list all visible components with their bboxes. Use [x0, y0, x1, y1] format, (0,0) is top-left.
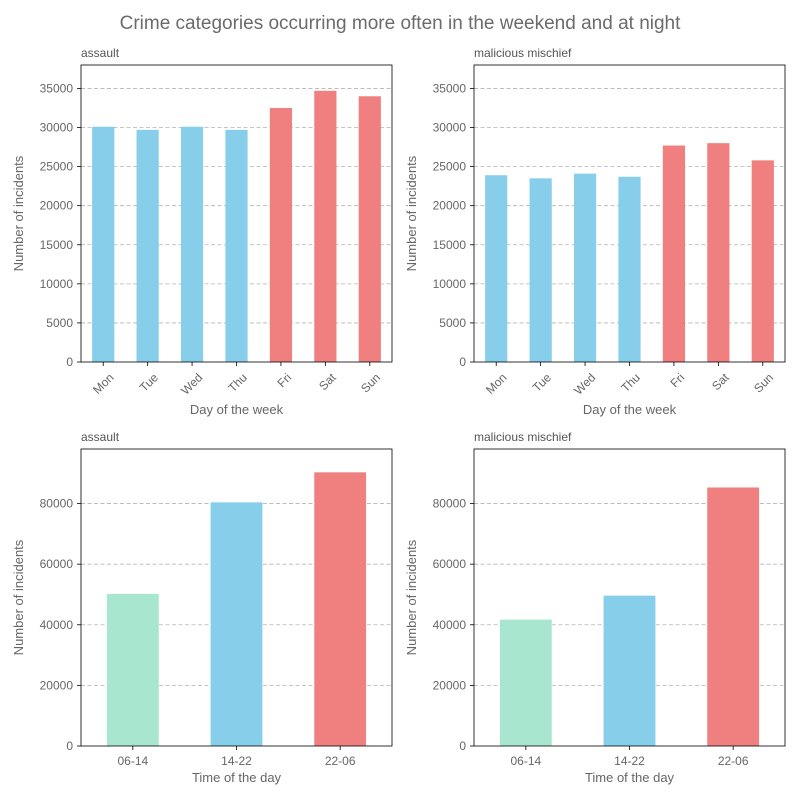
chart-panel-0: 0 5000 10000 15000 20000 25000 30000 35000 Mon Tu…: [11, 46, 393, 417]
x-axis-label: Day of the week: [190, 402, 284, 417]
y-tick-label: 25000: [433, 160, 467, 174]
x-tick-label: Wed: [571, 370, 598, 397]
y-tick-label: 10000: [433, 277, 467, 291]
bar-thu: [225, 129, 248, 362]
bar-wed: [180, 126, 204, 362]
x-tick-label: Thu: [225, 370, 250, 395]
bar-sat: [314, 90, 337, 362]
x-tick-label: 14-22: [221, 754, 252, 768]
bar-22-06: [314, 472, 367, 746]
bar-06-14: [499, 619, 552, 746]
y-tick-label: 15000: [433, 238, 467, 252]
y-tick-label: 40000: [40, 618, 74, 632]
x-tick-label: Sat: [316, 370, 339, 393]
y-tick-label: 20000: [40, 199, 74, 213]
bar-sat: [707, 143, 730, 362]
y-tick-label: 40000: [433, 618, 467, 632]
y-axis-label: Number of incidents: [404, 155, 419, 271]
y-tick-label: 80000: [433, 497, 467, 511]
y-axis-label: Number of incidents: [11, 539, 26, 655]
chart-panel-2: 0 20000 40000 60000 80000 06-14 14-22 22-06 assa…: [11, 430, 393, 785]
bar-mon: [92, 126, 115, 362]
x-axis-label: Time of the day: [585, 770, 675, 785]
x-tick-label: 14-22: [614, 754, 645, 768]
x-tick-label: Sat: [709, 370, 732, 393]
y-tick-label: 0: [66, 355, 73, 369]
x-tick-label: Mon: [90, 370, 116, 396]
bar-thu: [618, 176, 641, 362]
x-tick-label: 22-06: [325, 754, 356, 768]
chart-panels: 0 5000 10000 15000 20000 25000 30000 35000 Mon Tu…: [11, 46, 786, 785]
bar-mon: [485, 175, 508, 362]
x-tick-label: Fri: [667, 370, 687, 390]
bar-14-22: [603, 595, 656, 746]
bar-fri: [662, 145, 686, 362]
y-tick-label: 20000: [40, 678, 74, 692]
y-tick-label: 15000: [40, 238, 74, 252]
y-axis-label: Number of incidents: [404, 539, 419, 655]
y-tick-label: 5000: [46, 316, 73, 330]
y-axis-label: Number of incidents: [11, 155, 26, 271]
bar-tue: [529, 178, 552, 362]
y-tick-label: 10000: [40, 277, 74, 291]
y-tick-label: 35000: [40, 81, 74, 95]
y-tick-label: 25000: [40, 160, 74, 174]
y-tick-label: 5000: [439, 316, 466, 330]
x-axis-label: Day of the week: [583, 402, 677, 417]
y-tick-label: 30000: [433, 121, 467, 135]
y-tick-label: 0: [66, 739, 73, 753]
x-tick-label: Mon: [483, 370, 509, 396]
y-tick-label: 60000: [40, 557, 74, 571]
y-tick-label: 0: [459, 739, 466, 753]
chart-panel-3: 0 20000 40000 60000 80000 06-14 14-22 22-06 mali…: [404, 430, 786, 785]
bar-06-14: [106, 593, 159, 746]
panel-title: assault: [81, 46, 120, 60]
y-tick-label: 80000: [40, 497, 74, 511]
bar-sun: [751, 160, 774, 362]
y-tick-label: 20000: [433, 678, 467, 692]
y-tick-label: 35000: [433, 81, 467, 95]
bar-wed: [573, 173, 597, 362]
bar-22-06: [707, 487, 760, 746]
x-axis-label: Time of the day: [192, 770, 282, 785]
panel-title: malicious mischief: [474, 46, 572, 60]
bar-fri: [269, 107, 293, 362]
y-tick-label: 60000: [433, 557, 467, 571]
x-tick-label: Sun: [358, 370, 383, 395]
x-tick-label: 06-14: [510, 754, 541, 768]
y-tick-label: 30000: [40, 121, 74, 135]
x-tick-label: Tue: [530, 370, 554, 394]
x-tick-label: Wed: [178, 370, 205, 397]
x-tick-label: Tue: [137, 370, 161, 394]
bar-tue: [136, 129, 159, 362]
x-tick-label: Thu: [618, 370, 643, 395]
x-tick-label: 06-14: [117, 754, 148, 768]
bar-sun: [358, 96, 381, 363]
panel-title: malicious mischief: [474, 430, 572, 444]
x-tick-label: Fri: [274, 370, 294, 390]
figure-title: Crime categories occurring more often in…: [120, 13, 682, 34]
x-tick-label: Sun: [751, 370, 776, 395]
y-tick-label: 0: [459, 355, 466, 369]
bar-14-22: [210, 502, 263, 746]
chart-panel-1: 0 5000 10000 15000 20000 25000 30000 35000 Mon Tu…: [404, 46, 786, 417]
x-tick-label: 22-06: [718, 754, 749, 768]
y-tick-label: 20000: [433, 199, 467, 213]
panel-title: assault: [81, 430, 120, 444]
